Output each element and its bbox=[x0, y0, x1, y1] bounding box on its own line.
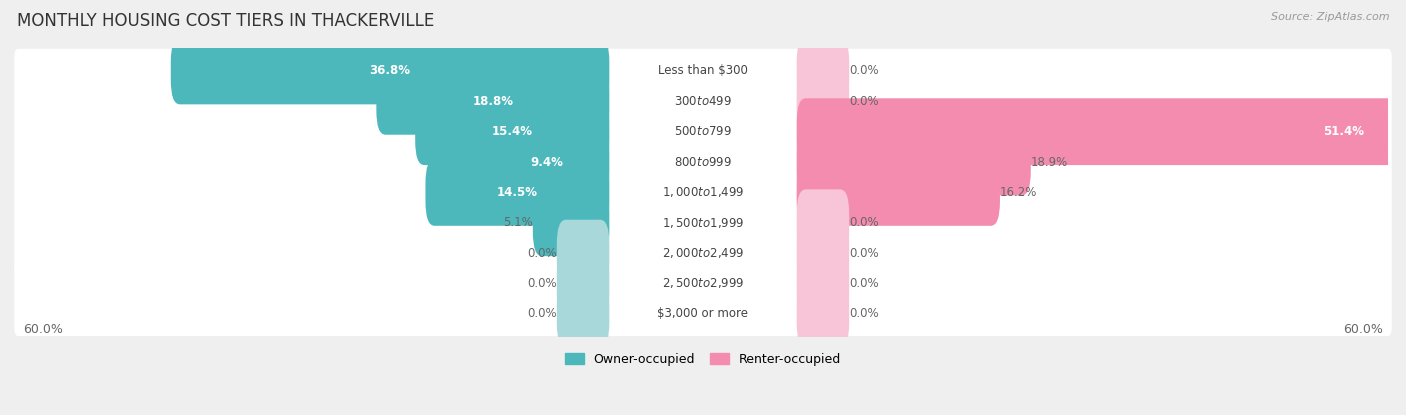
Text: 18.8%: 18.8% bbox=[472, 95, 513, 108]
FancyBboxPatch shape bbox=[377, 68, 609, 135]
Text: 15.4%: 15.4% bbox=[492, 125, 533, 138]
Text: 60.0%: 60.0% bbox=[1343, 323, 1382, 336]
Text: 0.0%: 0.0% bbox=[527, 247, 557, 260]
Text: 0.0%: 0.0% bbox=[527, 277, 557, 290]
Text: 36.8%: 36.8% bbox=[370, 64, 411, 78]
FancyBboxPatch shape bbox=[797, 220, 849, 286]
FancyBboxPatch shape bbox=[170, 38, 609, 104]
Text: 0.0%: 0.0% bbox=[849, 277, 879, 290]
Legend: Owner-occupied, Renter-occupied: Owner-occupied, Renter-occupied bbox=[560, 348, 846, 371]
FancyBboxPatch shape bbox=[797, 38, 849, 104]
FancyBboxPatch shape bbox=[533, 189, 609, 256]
FancyBboxPatch shape bbox=[484, 129, 609, 195]
FancyBboxPatch shape bbox=[797, 68, 849, 135]
Text: 0.0%: 0.0% bbox=[849, 216, 879, 229]
Text: $2,000 to $2,499: $2,000 to $2,499 bbox=[662, 246, 744, 260]
FancyBboxPatch shape bbox=[14, 231, 1392, 275]
Text: $1,500 to $1,999: $1,500 to $1,999 bbox=[662, 216, 744, 230]
Text: 5.1%: 5.1% bbox=[503, 216, 533, 229]
Text: 0.0%: 0.0% bbox=[849, 64, 879, 78]
FancyBboxPatch shape bbox=[415, 98, 609, 165]
Text: 16.2%: 16.2% bbox=[1000, 186, 1038, 199]
Text: 14.5%: 14.5% bbox=[496, 186, 538, 199]
FancyBboxPatch shape bbox=[426, 159, 609, 226]
Text: 60.0%: 60.0% bbox=[24, 323, 63, 336]
FancyBboxPatch shape bbox=[797, 129, 1031, 195]
Text: $800 to $999: $800 to $999 bbox=[673, 156, 733, 168]
Text: 0.0%: 0.0% bbox=[849, 247, 879, 260]
Text: 18.9%: 18.9% bbox=[1031, 156, 1069, 168]
FancyBboxPatch shape bbox=[14, 261, 1392, 305]
FancyBboxPatch shape bbox=[14, 170, 1392, 215]
Text: 9.4%: 9.4% bbox=[530, 156, 562, 168]
Text: $300 to $499: $300 to $499 bbox=[673, 95, 733, 108]
Text: MONTHLY HOUSING COST TIERS IN THACKERVILLE: MONTHLY HOUSING COST TIERS IN THACKERVIL… bbox=[17, 12, 434, 30]
FancyBboxPatch shape bbox=[14, 79, 1392, 124]
Text: $500 to $799: $500 to $799 bbox=[673, 125, 733, 138]
Text: 51.4%: 51.4% bbox=[1323, 125, 1364, 138]
FancyBboxPatch shape bbox=[557, 250, 609, 317]
FancyBboxPatch shape bbox=[797, 281, 849, 347]
Text: 0.0%: 0.0% bbox=[527, 308, 557, 320]
FancyBboxPatch shape bbox=[797, 189, 849, 256]
FancyBboxPatch shape bbox=[14, 140, 1392, 184]
FancyBboxPatch shape bbox=[797, 250, 849, 317]
FancyBboxPatch shape bbox=[14, 292, 1392, 336]
FancyBboxPatch shape bbox=[14, 200, 1392, 245]
Text: $1,000 to $1,499: $1,000 to $1,499 bbox=[662, 186, 744, 199]
Text: $3,000 or more: $3,000 or more bbox=[658, 308, 748, 320]
FancyBboxPatch shape bbox=[797, 159, 1000, 226]
Text: Source: ZipAtlas.com: Source: ZipAtlas.com bbox=[1271, 12, 1389, 22]
Text: 0.0%: 0.0% bbox=[849, 95, 879, 108]
Text: 0.0%: 0.0% bbox=[849, 308, 879, 320]
Text: Less than $300: Less than $300 bbox=[658, 64, 748, 78]
FancyBboxPatch shape bbox=[557, 220, 609, 286]
FancyBboxPatch shape bbox=[557, 281, 609, 347]
FancyBboxPatch shape bbox=[797, 98, 1402, 165]
FancyBboxPatch shape bbox=[14, 49, 1392, 93]
FancyBboxPatch shape bbox=[14, 110, 1392, 154]
Text: $2,500 to $2,999: $2,500 to $2,999 bbox=[662, 276, 744, 290]
